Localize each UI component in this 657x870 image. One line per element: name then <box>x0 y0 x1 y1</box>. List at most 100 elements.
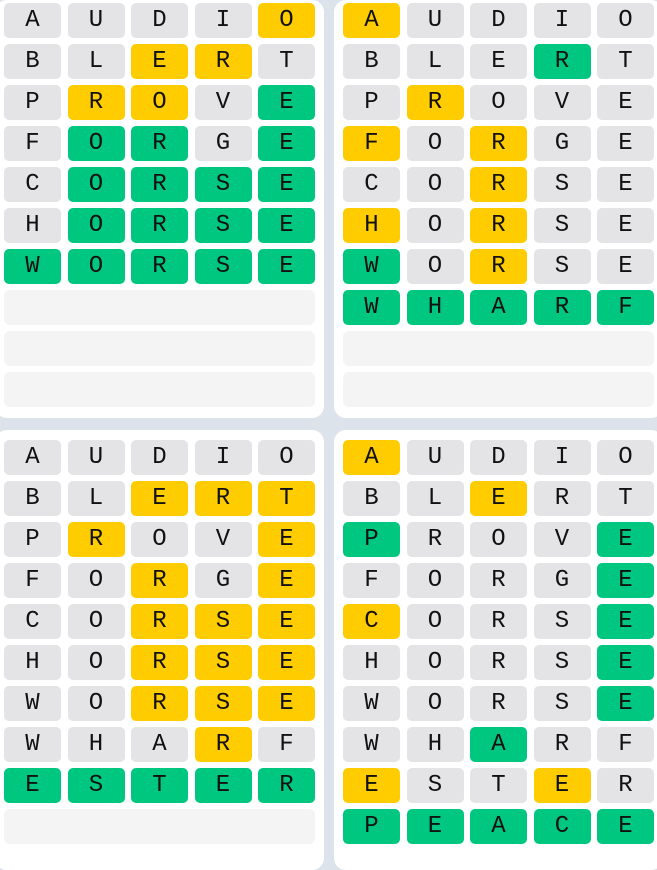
tile-absent <box>597 85 654 120</box>
guess-row: WORSE <box>343 686 654 721</box>
guess-row: AUDIO <box>4 440 315 475</box>
tile-absent <box>533 481 591 516</box>
tile-absent <box>597 126 654 161</box>
tile-present <box>131 481 188 516</box>
tile-absent <box>470 3 527 38</box>
tile-absent <box>597 249 654 284</box>
guess-row: HORSE <box>4 645 315 680</box>
guess-row: PROVE <box>4 85 315 120</box>
guess-row: HORSE <box>4 208 315 243</box>
tile-absent <box>597 44 654 79</box>
guess-row: FORGE <box>343 126 654 161</box>
tile-absent <box>4 44 61 79</box>
tile-correct <box>194 768 252 803</box>
tile-absent <box>194 126 252 161</box>
tile-correct <box>343 249 400 284</box>
tile-absent <box>67 44 125 79</box>
tile-absent <box>194 85 252 120</box>
empty-row <box>4 372 315 407</box>
tile-absent <box>406 3 464 38</box>
tile-absent <box>67 727 125 762</box>
tile-absent <box>406 604 464 639</box>
tile-absent <box>597 167 654 202</box>
tile-correct <box>258 208 315 243</box>
tile-present <box>533 768 591 803</box>
tile-absent <box>533 3 591 38</box>
tile-present <box>470 126 527 161</box>
tile-absent <box>533 727 591 762</box>
tile-correct <box>470 290 527 325</box>
tile-present <box>470 481 527 516</box>
tile-absent <box>597 481 654 516</box>
guess-row: AUDIO <box>343 3 654 38</box>
tile-absent <box>194 440 252 475</box>
tile-present <box>194 481 252 516</box>
tile-absent <box>406 481 464 516</box>
tile-absent <box>533 126 591 161</box>
tile-present <box>131 645 188 680</box>
guess-word: AUDIO <box>364 7 657 34</box>
tile-correct <box>258 126 315 161</box>
guess-word: AUDIO <box>25 7 343 34</box>
tile-absent <box>533 85 591 120</box>
tile-present <box>470 208 527 243</box>
tile-present <box>343 604 400 639</box>
tile-absent <box>4 481 61 516</box>
tile-absent <box>4 85 61 120</box>
tile-absent <box>533 645 591 680</box>
guess-row: CORSE <box>343 167 654 202</box>
tile-absent <box>131 3 188 38</box>
tile-present <box>131 686 188 721</box>
tile-absent <box>67 563 125 598</box>
tile-absent <box>343 85 400 120</box>
tile-absent <box>258 727 315 762</box>
tile-correct <box>194 208 252 243</box>
guess-word: BLERT <box>25 48 343 75</box>
tile-correct <box>343 290 400 325</box>
tile-absent <box>406 208 464 243</box>
guess-word: HORSE <box>25 649 343 676</box>
tile-correct <box>406 290 464 325</box>
guess-row: BLERT <box>343 481 654 516</box>
tile-absent <box>4 604 61 639</box>
guess-row: BLERT <box>4 44 315 79</box>
guess-row: PEACE <box>343 809 654 844</box>
tile-absent <box>194 522 252 557</box>
guess-word: FORGE <box>25 130 343 157</box>
tile-absent <box>406 768 464 803</box>
board-3: AUDIO BLERT PROVE FORGE CORSE HORSE WORSE WHARF… <box>0 430 324 870</box>
tile-present <box>67 85 125 120</box>
guess-row: CORSE <box>4 604 315 639</box>
empty-tile <box>4 331 315 366</box>
tile-absent <box>470 563 527 598</box>
tile-correct <box>4 768 61 803</box>
guess-word: FORGE <box>364 130 657 157</box>
guess-word: CORSE <box>364 608 657 635</box>
guess-word: FORGE <box>25 567 343 594</box>
tile-correct <box>258 167 315 202</box>
tile-correct <box>597 522 654 557</box>
tile-present <box>258 645 315 680</box>
tile-absent <box>406 126 464 161</box>
empty-row <box>343 331 654 366</box>
tile-absent <box>67 440 125 475</box>
tile-present <box>343 3 400 38</box>
tile-absent <box>533 686 591 721</box>
guess-word: FORGE <box>364 567 657 594</box>
tile-absent <box>4 126 61 161</box>
guess-row: CORSE <box>343 604 654 639</box>
tile-absent <box>4 167 61 202</box>
tile-absent <box>470 44 527 79</box>
guess-word: PROVE <box>364 526 657 553</box>
empty-tile <box>343 331 654 366</box>
empty-row <box>4 809 315 844</box>
guess-word: HORSE <box>364 212 657 239</box>
tile-absent <box>597 3 654 38</box>
tile-present <box>258 481 315 516</box>
tile-absent <box>4 440 61 475</box>
tile-absent <box>597 768 654 803</box>
guess-row: WORSE <box>4 249 315 284</box>
board-4: AUDIO BLERT PROVE FORGE CORSE HORSE WORSE WHARF… <box>334 430 657 870</box>
tile-correct <box>533 809 591 844</box>
guess-word: CORSE <box>364 171 657 198</box>
